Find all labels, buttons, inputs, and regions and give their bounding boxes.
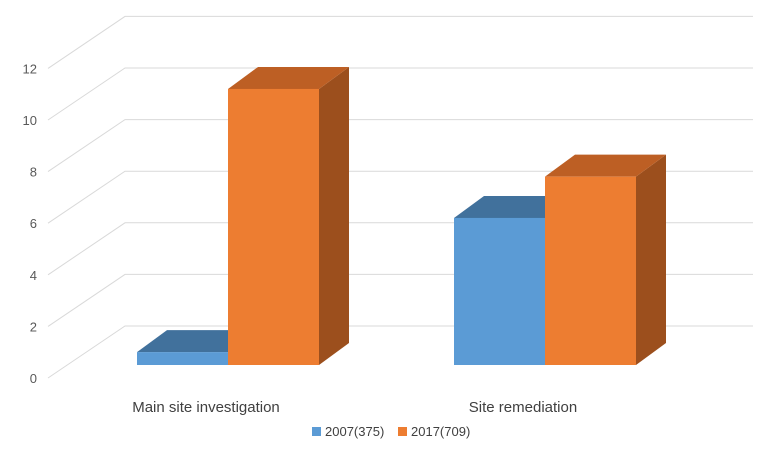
gridline	[47, 170, 753, 224]
y-tick-label: 12	[23, 61, 37, 76]
x-axis-categories: Main site investigation Site remediation	[132, 399, 577, 416]
bar-front-face	[545, 176, 636, 365]
y-axis-ticks: 0 2 4 6 8 10 12	[23, 61, 37, 386]
gridlines	[47, 15, 753, 379]
legend-swatch	[312, 427, 321, 436]
bar-top-face	[454, 195, 575, 218]
gridline	[47, 67, 753, 121]
y-tick-label: 10	[23, 113, 37, 128]
bar-side-face	[636, 154, 666, 365]
bar-front-face	[454, 217, 545, 365]
x-category-label: Main site investigation	[132, 399, 280, 416]
legend-label: 2017(709)	[411, 424, 470, 439]
bar-top-face	[545, 154, 666, 177]
gridline	[47, 15, 753, 69]
x-category-label: Site remediation	[469, 399, 577, 416]
y-tick-label: 2	[30, 319, 37, 334]
legend: 2007(375) 2017(709)	[312, 424, 470, 439]
y-tick-label: 0	[30, 371, 37, 386]
legend-label: 2007(375)	[325, 424, 384, 439]
bar-front-face	[228, 88, 319, 365]
legend-swatch	[398, 427, 407, 436]
bar-top-face	[137, 330, 258, 353]
bar	[137, 330, 258, 365]
bar-front-face	[137, 352, 228, 365]
y-tick-label: 4	[30, 268, 37, 283]
bar	[454, 195, 575, 365]
bar-top-face	[228, 66, 349, 89]
bars	[137, 66, 666, 365]
gridline	[47, 119, 753, 173]
y-tick-label: 8	[30, 165, 37, 180]
bar	[545, 154, 666, 365]
bar-side-face	[319, 66, 349, 365]
bar	[228, 66, 349, 365]
y-tick-label: 6	[30, 216, 37, 231]
